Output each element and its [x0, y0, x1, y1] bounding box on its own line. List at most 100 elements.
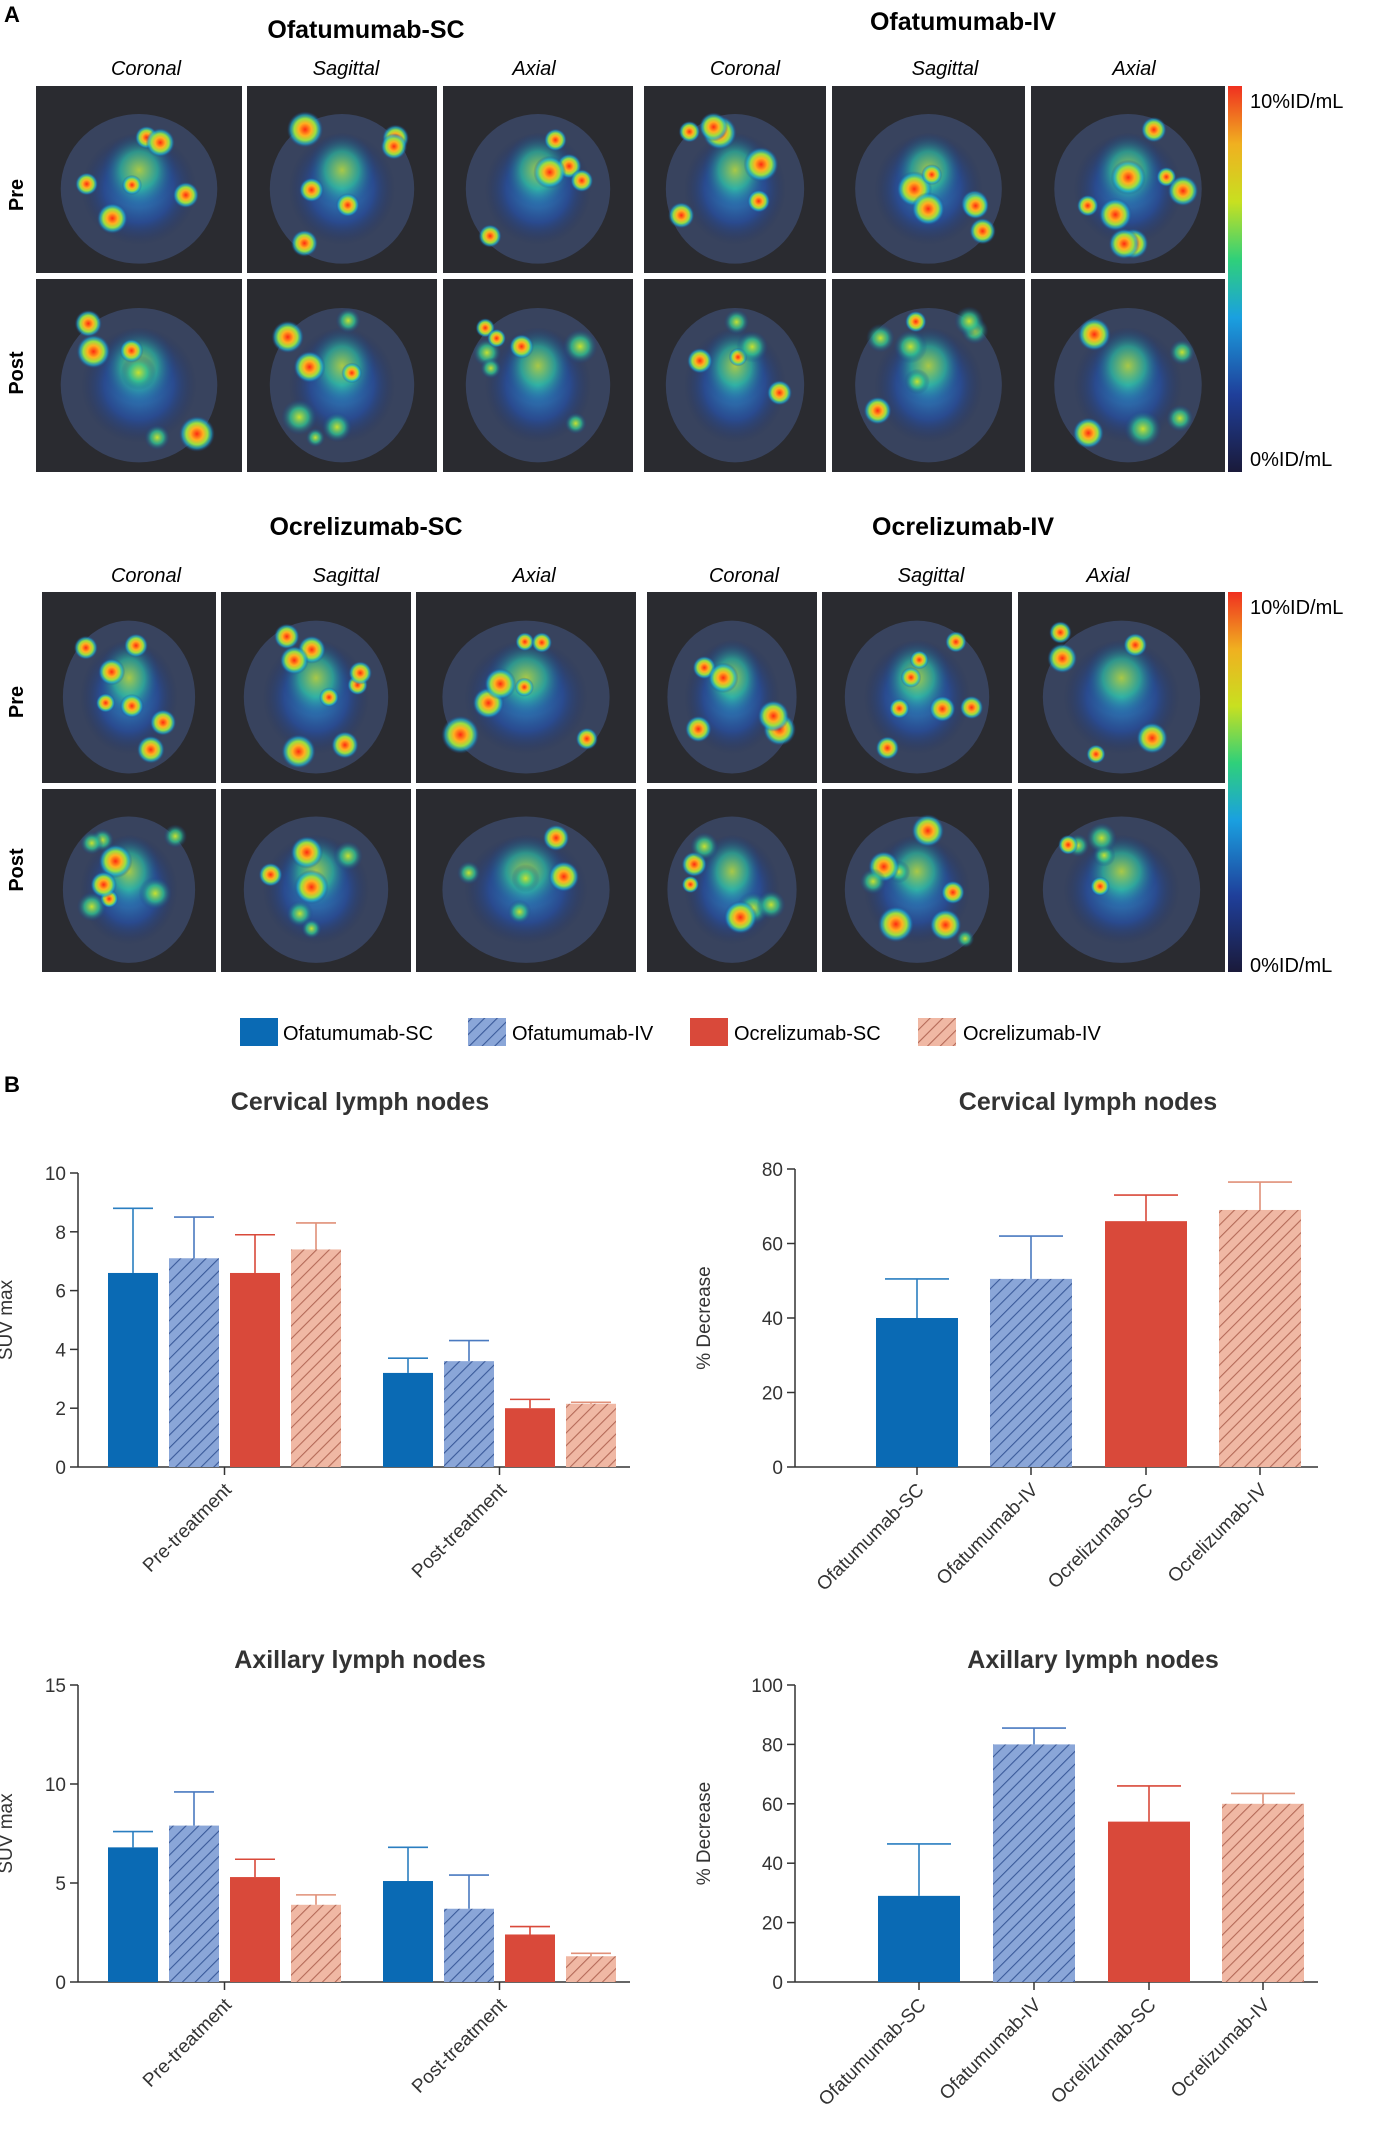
- x-tick-label: Ocrelizumab-SC: [1044, 1480, 1157, 1593]
- x-tick-label: Ofatumumab-SC: [815, 1995, 931, 2111]
- y-tick-label: 10: [45, 1775, 66, 1796]
- view-label-sagittal: Sagittal: [313, 565, 380, 587]
- view-label-coronal: Coronal: [710, 58, 781, 80]
- y-tick-label: 80: [762, 1160, 783, 1181]
- pet-ct-image: [42, 592, 216, 783]
- pet-ct-image: [416, 789, 636, 972]
- x-tick-label: Ofatumumab-SC: [813, 1480, 929, 1596]
- y-tick-label: 15: [45, 1676, 66, 1697]
- pet-ct-image: [36, 86, 242, 273]
- y-axis-label: % Decrease: [694, 1782, 715, 1886]
- panel-letter-b: B: [4, 1072, 20, 1097]
- bar: [990, 1278, 1072, 1467]
- pet-ct-image: [1018, 592, 1225, 783]
- colorbar-min-label: 0%ID/mL: [1250, 449, 1332, 471]
- y-tick-label: 10: [45, 1164, 66, 1185]
- group-title-ofatumumab-sc: Ofatumumab-SC: [267, 16, 464, 44]
- pet-ct-image: [647, 592, 817, 783]
- chart-cervical-decrease: Cervical lymph nodes % Decrease 0 20 40 60 80 O…: [694, 1088, 1318, 1595]
- view-label-axial: Axial: [1111, 58, 1156, 80]
- x-tick-label: Ocrelizumab-IV: [1164, 1479, 1272, 1587]
- bar: [505, 1934, 555, 1982]
- pet-ct-image: [443, 279, 633, 472]
- view-label-coronal: Coronal: [111, 58, 182, 80]
- chart-axillary-decrease: Axillary lymph nodes % Decrease 0 20 40 60 80 1…: [694, 1646, 1318, 2110]
- bar: [566, 1956, 616, 1982]
- legend-label-ocrelizumab-iv: Ocrelizumab-IV: [963, 1023, 1101, 1045]
- view-label-axial: Axial: [511, 58, 556, 80]
- pet-ct-image: [221, 789, 411, 972]
- panel-a-images: A Ofatumumab-SC Ofatumumab-IV Ocrelizuma…: [4, 2, 1343, 977]
- bar: [108, 1272, 158, 1467]
- y-tick-label: 80: [762, 1735, 783, 1756]
- legend-label-ofatumumab-sc: Ofatumumab-SC: [283, 1023, 433, 1045]
- pet-ct-image: [832, 86, 1025, 273]
- bar: [383, 1372, 433, 1467]
- row-label-post: Post: [6, 351, 28, 395]
- row-label-pre: Pre: [6, 179, 28, 211]
- bar: [230, 1877, 280, 1982]
- legend-label-ocrelizumab-sc: Ocrelizumab-SC: [734, 1023, 881, 1045]
- pet-ct-image: [644, 279, 826, 472]
- view-label-sagittal: Sagittal: [898, 565, 965, 587]
- pet-ct-image: [822, 789, 1012, 972]
- pet-ct-image: [644, 86, 826, 273]
- bar: [1219, 1209, 1301, 1467]
- view-label-axial: Axial: [1085, 565, 1130, 587]
- row-label-post: Post: [6, 848, 28, 892]
- pet-ct-image: [822, 592, 1012, 783]
- y-tick-label: 20: [762, 1384, 783, 1405]
- bar: [878, 1895, 960, 1982]
- chart-title: Cervical lymph nodes: [231, 1088, 489, 1116]
- pet-ct-image: [1031, 279, 1225, 472]
- view-label-coronal: Coronal: [709, 565, 780, 587]
- group-title-ocrelizumab-sc: Ocrelizumab-SC: [269, 513, 462, 541]
- y-tick-label: 0: [55, 1973, 66, 1994]
- y-tick-label: 0: [772, 1458, 783, 1479]
- legend-swatch-ofatumumab-sc: [240, 1018, 278, 1046]
- y-tick-label: 100: [751, 1676, 783, 1697]
- bar: [169, 1258, 219, 1467]
- bar: [444, 1908, 494, 1982]
- group-title-ocrelizumab-iv: Ocrelizumab-IV: [872, 513, 1054, 541]
- chart-title: Cervical lymph nodes: [959, 1088, 1217, 1116]
- y-tick-label: 20: [762, 1914, 783, 1935]
- pet-ct-image: [247, 279, 437, 472]
- view-label-axial: Axial: [511, 565, 556, 587]
- bar: [505, 1408, 555, 1467]
- x-tick-label: Post-treatment: [408, 1479, 511, 1582]
- y-tick-label: 8: [55, 1223, 66, 1244]
- colorbar: [1228, 592, 1242, 972]
- bar: [1105, 1221, 1187, 1467]
- x-tick-label: Post-treatment: [408, 1994, 511, 2097]
- colorbar-max-label: 10%ID/mL: [1250, 91, 1343, 113]
- bar: [291, 1249, 341, 1467]
- legend-swatch-ofatumumab-iv: [468, 1018, 506, 1046]
- x-tick-label: Ocrelizumab-IV: [1167, 1994, 1275, 2102]
- pet-ct-image: [1018, 789, 1225, 972]
- bar: [993, 1744, 1075, 1982]
- pet-ct-image: [36, 279, 242, 472]
- x-tick-label: Ofatumumab-IV: [936, 1994, 1046, 2104]
- bar: [291, 1904, 341, 1982]
- y-axis-label: SUV max: [0, 1793, 17, 1874]
- y-tick-label: 0: [772, 1973, 783, 1994]
- chart-title: Axillary lymph nodes: [967, 1646, 1218, 1674]
- legend-swatch-ocrelizumab-iv: [918, 1018, 956, 1046]
- bar: [383, 1881, 433, 1982]
- colorbar: [1228, 86, 1242, 472]
- y-tick-label: 2: [55, 1399, 66, 1420]
- y-tick-label: 0: [55, 1458, 66, 1479]
- legend-label-ofatumumab-iv: Ofatumumab-IV: [512, 1023, 654, 1045]
- image-grid: [36, 86, 1225, 972]
- x-tick-label: Pre-treatment: [139, 1479, 236, 1576]
- y-tick-label: 40: [762, 1309, 783, 1330]
- y-tick-label: 60: [762, 1235, 783, 1256]
- y-tick-label: 40: [762, 1854, 783, 1875]
- bar: [444, 1361, 494, 1467]
- pet-ct-image: [1031, 86, 1225, 273]
- pet-ct-image: [416, 592, 636, 783]
- y-axis-label: SUV max: [0, 1279, 17, 1360]
- legend: Ofatumumab-SC Ofatumumab-IV Ocrelizumab-…: [240, 1018, 1101, 1046]
- y-axis-label: % Decrease: [694, 1266, 715, 1370]
